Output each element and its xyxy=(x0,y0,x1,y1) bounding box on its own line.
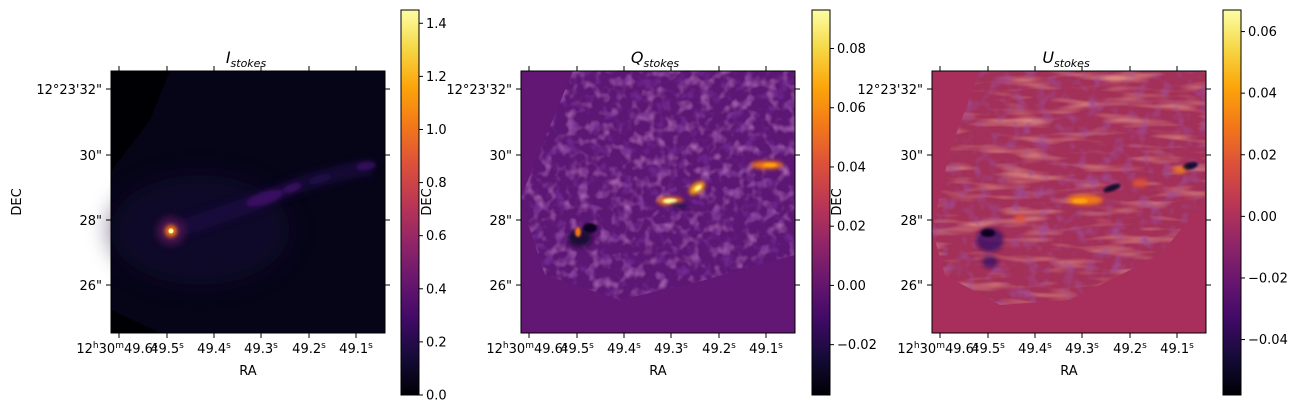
q-title-sub: stokes xyxy=(643,57,679,70)
y-tick-label: 30" xyxy=(489,149,512,164)
colorbar-tick-label: 0.04 xyxy=(837,160,866,175)
colorbar-tick-label: 0.00 xyxy=(1248,210,1277,225)
y-tick-label: 30" xyxy=(900,149,923,164)
y-tick-label: 28" xyxy=(900,214,923,229)
q-colorbar xyxy=(811,9,831,396)
x-tick-label: 12h30m49.6s xyxy=(76,341,158,357)
y-tick-label: 28" xyxy=(79,214,102,229)
x-tick-label: 49.4s xyxy=(607,341,641,357)
x-tick-label: 49.3s xyxy=(654,341,688,357)
colorbar-tick-label: 0.8 xyxy=(426,176,447,191)
u-xlabel: RA xyxy=(1060,364,1078,379)
u-title-main: U xyxy=(1042,48,1054,67)
colorbar-tick-label: −0.04 xyxy=(1248,333,1288,348)
y-tick-label: 30" xyxy=(79,149,102,164)
colorbar-tick-label: 0.04 xyxy=(1248,87,1277,102)
x-tick-label: 49.5s xyxy=(971,341,1005,357)
y-tick-label: 26" xyxy=(79,279,102,294)
panel-1-y-ticks: 12°23'32" 30" 28" 26" xyxy=(36,83,390,294)
u-ylabel: DEC xyxy=(830,188,845,215)
y-tick-label: 26" xyxy=(900,279,923,294)
u-title: Ustokes xyxy=(1042,48,1090,70)
panel-1-cbar-ticks: 0.0 0.2 0.4 0.6 0.8 1.0 1.2 1.4 xyxy=(419,17,447,404)
u-colorbar xyxy=(1222,9,1242,396)
colorbar-tick-label: −0.02 xyxy=(1248,271,1288,286)
x-tick-label: 49.5s xyxy=(150,341,184,357)
i-bright-source xyxy=(157,217,185,245)
y-tick-label: 12°23'32" xyxy=(446,83,512,98)
i-xlabel: RA xyxy=(239,364,257,379)
i-ylabel: DEC xyxy=(10,188,25,215)
colorbar-tick-label: 1.4 xyxy=(426,17,447,32)
colorbar-tick-label: 0.06 xyxy=(1248,25,1277,40)
x-tick-label: 49.2s xyxy=(292,341,326,357)
panel-3-y-ticks: 12°23'32" 30" 28" 26" xyxy=(857,83,1211,294)
u-emission-features xyxy=(976,162,1198,268)
colorbar-tick-label: 0.02 xyxy=(837,220,866,235)
i-title-sub: stokes xyxy=(231,57,267,70)
colorbar-tick-label: 0.4 xyxy=(426,282,447,297)
colorbar-tick-label: 0.6 xyxy=(426,229,447,244)
q-xlabel: RA xyxy=(649,364,667,379)
colorbar-tick-label: 1.2 xyxy=(426,70,447,85)
q-axes-frame xyxy=(520,70,796,334)
y-tick-label: 12°23'32" xyxy=(36,83,102,98)
x-tick-label: 49.1s xyxy=(339,341,373,357)
colorbar-tick-label: 0.02 xyxy=(1248,148,1277,163)
x-tick-label: 49.3s xyxy=(244,341,278,357)
colorbar-tick-label: 1.0 xyxy=(426,123,447,138)
i-title-main: I xyxy=(226,48,231,67)
panel-3-cbar-ticks: −0.04 −0.02 0.00 0.02 0.04 0.06 xyxy=(1241,25,1288,348)
x-tick-label: 49.4s xyxy=(1018,341,1052,357)
x-tick-label: 49.1s xyxy=(1160,341,1194,357)
y-tick-label: 28" xyxy=(489,214,512,229)
q-title: Qstokes xyxy=(631,48,680,70)
x-tick-label: 49.2s xyxy=(702,341,736,357)
colorbar-tick-label: 0.0 xyxy=(426,389,447,404)
i-axes-frame xyxy=(110,70,386,334)
i-title: Istokes xyxy=(226,48,267,70)
x-tick-label: 49.2s xyxy=(1113,341,1147,357)
x-tick-label: 49.1s xyxy=(749,341,783,357)
colorbar-tick-label: −0.02 xyxy=(837,338,877,353)
u-title-sub: stokes xyxy=(1054,57,1090,70)
colorbar-tick-label: 0.2 xyxy=(426,335,447,350)
y-tick-label: 26" xyxy=(489,279,512,294)
y-tick-label: 12°23'32" xyxy=(857,83,923,98)
x-tick-label: 49.5s xyxy=(560,341,594,357)
x-tick-label: 12h30m49.6s xyxy=(486,341,568,357)
q-ylabel: DEC xyxy=(420,188,435,215)
colorbar-tick-label: 0.00 xyxy=(837,279,866,294)
panel-2-cbar-ticks: −0.02 0.00 0.02 0.04 0.06 0.08 xyxy=(830,42,877,353)
colorbar-tick-label: 0.06 xyxy=(837,101,866,116)
i-jet-emission xyxy=(179,159,376,236)
x-tick-label: 49.4s xyxy=(197,341,231,357)
q-title-main: Q xyxy=(631,48,644,67)
colorbar-tick-label: 0.08 xyxy=(837,42,866,57)
panel-2-y-ticks: 12°23'32" 30" 28" 26" xyxy=(446,83,800,294)
x-tick-label: 12h30m49.6s xyxy=(897,341,979,357)
x-tick-label: 49.3s xyxy=(1065,341,1099,357)
q-emission-features xyxy=(568,161,783,247)
u-axes-frame xyxy=(931,70,1207,334)
q-noise-overlay xyxy=(521,71,795,300)
i-colorbar xyxy=(400,9,420,396)
